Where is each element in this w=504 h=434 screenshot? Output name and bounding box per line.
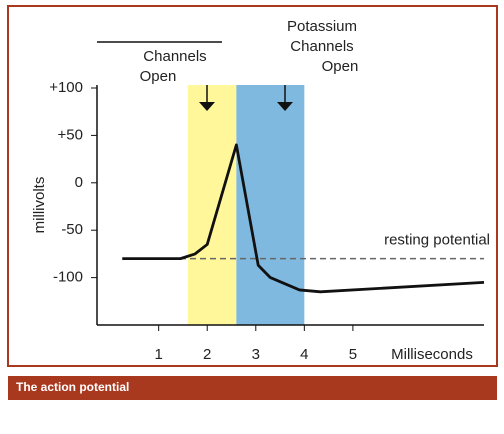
caption-bar [8, 376, 497, 400]
annotation: Potassium [287, 18, 357, 35]
annotation: Channels [290, 38, 353, 55]
x-tick-label: 5 [349, 346, 357, 363]
y-tick-label: -100 [53, 269, 83, 286]
annotation: Open [140, 68, 177, 85]
x-tick-label: 4 [300, 346, 308, 363]
plot: +100 +50 0 -50 -100 1 2 3 4 5 Milliseconds millivol… [31, 79, 490, 363]
y-tick-label: +50 [58, 126, 83, 143]
annotation: Channels [143, 48, 206, 65]
y-tick-label: -50 [61, 221, 83, 238]
x-tick-label: 3 [252, 346, 260, 363]
arrow [277, 85, 293, 111]
shaded-region [187, 85, 237, 325]
arrow [199, 85, 215, 111]
caption: The action potential [16, 380, 129, 394]
line [122, 143, 485, 294]
reference-label: resting potential [384, 232, 490, 249]
y-axis-label: millivolts [31, 177, 48, 234]
y-tick-label: +100 [49, 79, 83, 96]
x-axis-label: Milliseconds [391, 346, 473, 363]
x-tick-label: 1 [154, 346, 162, 363]
y-tick-label: 0 [75, 174, 83, 191]
x-tick-label: 2 [203, 346, 211, 363]
frame [7, 5, 498, 367]
annotation: Open [322, 58, 359, 75]
